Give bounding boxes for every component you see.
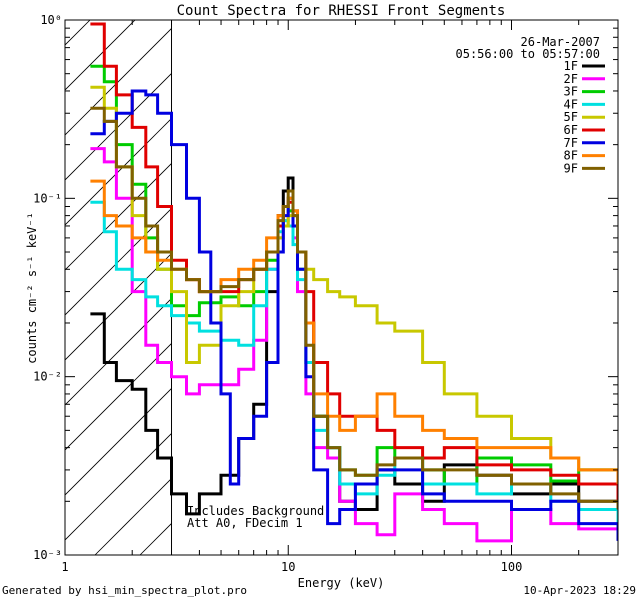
- time-range-label: 05:56:00 to 05:57:00: [456, 47, 601, 61]
- series-layer: [90, 22, 618, 543]
- hatch-line: [65, 297, 172, 406]
- hatch-line: [65, 432, 172, 541]
- legend-label-7F: 7F: [564, 136, 578, 150]
- legend-label-4F: 4F: [564, 97, 578, 111]
- series-4F: [90, 200, 618, 524]
- date-label: 26-Mar-2007: [521, 35, 600, 49]
- legend-label-1F: 1F: [564, 59, 578, 73]
- legend-label-9F: 9F: [564, 161, 578, 175]
- axis-ticks: [64, 20, 619, 556]
- hatch-line: [545, 0, 640, 555]
- hatch-line: [65, 20, 136, 91]
- x-tick-label: 10: [281, 560, 295, 574]
- y-axis-label: counts cm⁻² s⁻¹ keV⁻¹: [25, 212, 39, 364]
- hatch-line: [455, 0, 640, 555]
- hatch-line: [590, 0, 640, 555]
- series-3F: [90, 64, 618, 510]
- y-tick-label: 10⁻¹: [33, 191, 62, 205]
- x-tick-label: 1: [61, 560, 68, 574]
- x-axis-label: Energy (keV): [298, 576, 385, 590]
- annotation-background: Includes Background: [187, 504, 324, 518]
- hatch-line: [65, 387, 172, 496]
- hatch-line: [65, 207, 172, 316]
- x-tick-label: 100: [501, 560, 523, 574]
- hatch-line: [65, 27, 172, 136]
- plot-frame: [64, 19, 619, 556]
- hatch-line: [94, 477, 172, 555]
- hatch-line: [65, 72, 172, 181]
- hatch-line: [365, 0, 640, 555]
- x-tick-labels: 1 10 100: [61, 560, 522, 574]
- hatch-line: [0, 0, 110, 555]
- hatch-line: [65, 252, 172, 361]
- y-tick-label: 10⁻³: [33, 548, 62, 562]
- legend-label-8F: 8F: [564, 149, 578, 163]
- legend-label-6F: 6F: [564, 123, 578, 137]
- chart-title: Count Spectra for RHESSI Front Segments: [177, 3, 506, 19]
- y-tick-label: 10⁻²: [33, 370, 62, 384]
- legend-label-3F: 3F: [564, 85, 578, 99]
- annotation-attenuator: Att A0, FDecim 1: [187, 516, 303, 530]
- legend-label-5F: 5F: [564, 110, 578, 124]
- footer-timestamp: 10-Apr-2023 18:29: [523, 584, 636, 597]
- series-8F: [90, 179, 618, 484]
- generated-by: Generated by hsi_min_spectra_plot.pro: [2, 584, 247, 597]
- hatched-region: [0, 0, 640, 555]
- hatch-line: [65, 162, 172, 271]
- y-tick-labels: 10⁰ 10⁻¹ 10⁻² 10⁻³: [33, 13, 62, 562]
- hatch-line: [65, 117, 172, 226]
- hatch-line: [320, 0, 640, 555]
- series-6F: [90, 22, 618, 510]
- hatch-line: [635, 0, 640, 555]
- legend-label-2F: 2F: [564, 72, 578, 86]
- y-tick-label: 10⁰: [40, 13, 62, 27]
- hatch-line: [275, 0, 640, 555]
- series-9F: [90, 106, 618, 510]
